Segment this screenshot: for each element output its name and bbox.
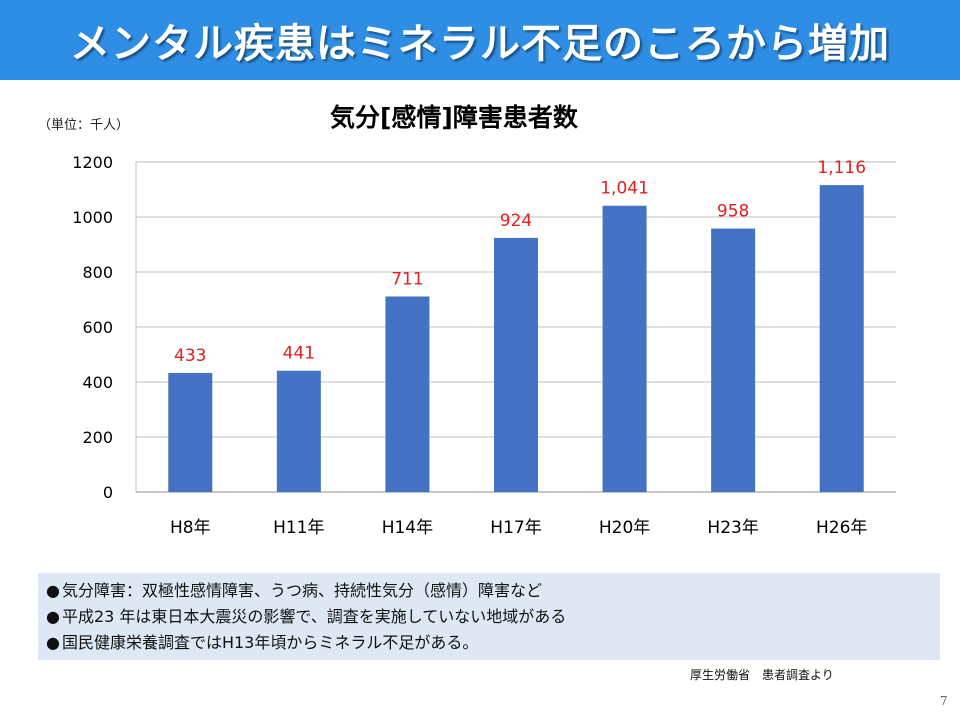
bullet-icon: ●	[46, 633, 60, 652]
note-item: ● 国民健康栄養調査ではH13年頃からミネラル不足がある。	[46, 630, 932, 656]
data-label: 958	[717, 202, 749, 222]
note-item: ● 気分障害：双極性感情障害、うつ病、持続性気分（感情）障害など	[46, 578, 932, 604]
x-tick-label: H23年	[707, 518, 758, 538]
data-label: 1,041	[600, 179, 649, 199]
data-label: 1,116	[817, 158, 866, 178]
bullet-icon: ●	[46, 581, 60, 600]
y-tick-label: 200	[82, 428, 113, 447]
notes-box: ● 気分障害：双極性感情障害、うつ病、持続性気分（感情）障害など ● 平成23 年は…	[38, 573, 940, 660]
note-item: ● 平成23 年は東日本大震災の影響で、調査を実施していない地域がある	[46, 604, 932, 630]
unit-label: （単位：千人）	[38, 118, 130, 133]
x-tick-label: H8年	[170, 518, 211, 538]
bar	[276, 370, 321, 492]
note-text: 気分障害：双極性感情障害、うつ病、持続性気分（感情）障害など	[61, 581, 542, 600]
chart-title: 気分[感情]障害患者数	[330, 103, 578, 132]
note-text: 平成23 年は東日本大震災の影響で、調査を実施していない地域がある	[61, 607, 567, 626]
data-label: 711	[391, 269, 423, 289]
bar	[819, 185, 864, 492]
note-text: 国民健康栄養調査ではH13年頃からミネラル不足がある。	[61, 633, 479, 652]
bar	[711, 228, 756, 493]
source-note: 厚生労働省 患者調査より	[690, 668, 834, 682]
data-label: 441	[283, 344, 315, 364]
y-tick-label: 400	[82, 373, 113, 392]
x-tick-label: H11年	[273, 518, 324, 538]
y-tick-label: 800	[82, 263, 113, 282]
bar	[385, 296, 430, 492]
y-tick-label: 1000	[72, 208, 113, 227]
data-label: 924	[500, 211, 532, 231]
bullet-icon: ●	[46, 607, 60, 626]
x-tick-label: H14年	[382, 518, 433, 538]
bar	[602, 205, 647, 492]
y-tick-label: 1200	[72, 153, 113, 172]
data-label: 433	[174, 346, 206, 366]
y-tick-label: 600	[82, 318, 113, 337]
bar-chart: 0 200 400 600 800 1000 1200 433 H8年 441 H11年 711 H14…	[72, 153, 896, 538]
page-number: 7	[940, 694, 948, 708]
slide-title: メンタル疾患はミネラル不足のころから増加	[70, 21, 890, 67]
bar	[168, 372, 213, 492]
x-tick-label: H26年	[816, 518, 867, 538]
x-tick-label: H17年	[490, 518, 541, 538]
title-bar: メンタル疾患はミネラル不足のころから増加	[0, 0, 960, 80]
x-tick-label: H20年	[599, 518, 650, 538]
bar	[494, 237, 538, 492]
y-tick-label: 0	[103, 483, 113, 502]
